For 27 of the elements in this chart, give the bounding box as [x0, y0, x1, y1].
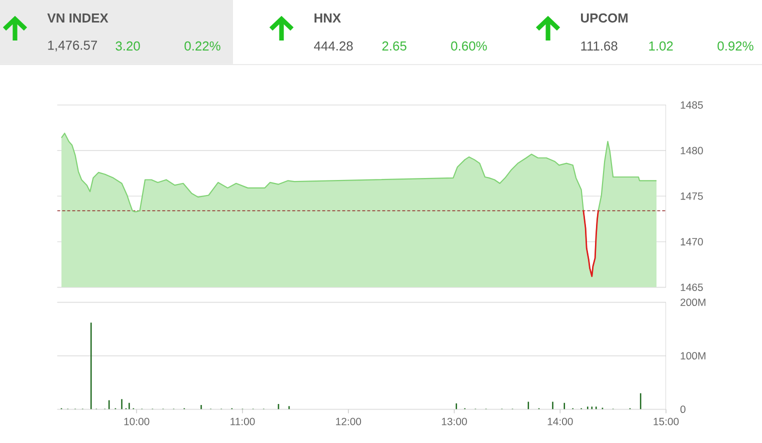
y-tick-label: 1480	[680, 146, 703, 154]
text: 0.60%	[451, 41, 487, 51]
text: 1,476.57	[48, 40, 97, 52]
y-tick-label: 0	[680, 406, 686, 414]
text: 0.92%	[718, 41, 754, 51]
text: 111.68	[581, 41, 618, 51]
x-tick-label: 15:00	[654, 418, 679, 426]
x-tick-label: 13:00	[442, 418, 467, 426]
text: 1.02	[649, 41, 673, 51]
x-tick-label: 12:00	[336, 418, 362, 426]
x-tick-label: 10:00	[124, 418, 150, 426]
text: UPCOM	[580, 13, 628, 23]
y-tick-label: 100M	[680, 352, 706, 360]
text: 2.65	[382, 41, 406, 51]
y-tick-label: 1465	[680, 284, 703, 292]
y-tick-label: 200M	[680, 298, 706, 306]
y-tick-label: 1470	[680, 238, 703, 246]
y-tick-label: 1485	[680, 101, 703, 109]
line-series	[582, 210, 599, 278]
x-tick-label: 11:00	[230, 418, 255, 426]
text: 0.22%	[184, 41, 220, 51]
text: 3.20	[116, 41, 140, 51]
y-tick-label: 1475	[680, 192, 703, 200]
x-tick-label: 14:00	[548, 418, 573, 426]
text: 444.28	[314, 41, 353, 51]
text: HNX	[314, 14, 341, 22]
text: VN INDEX	[47, 14, 108, 22]
